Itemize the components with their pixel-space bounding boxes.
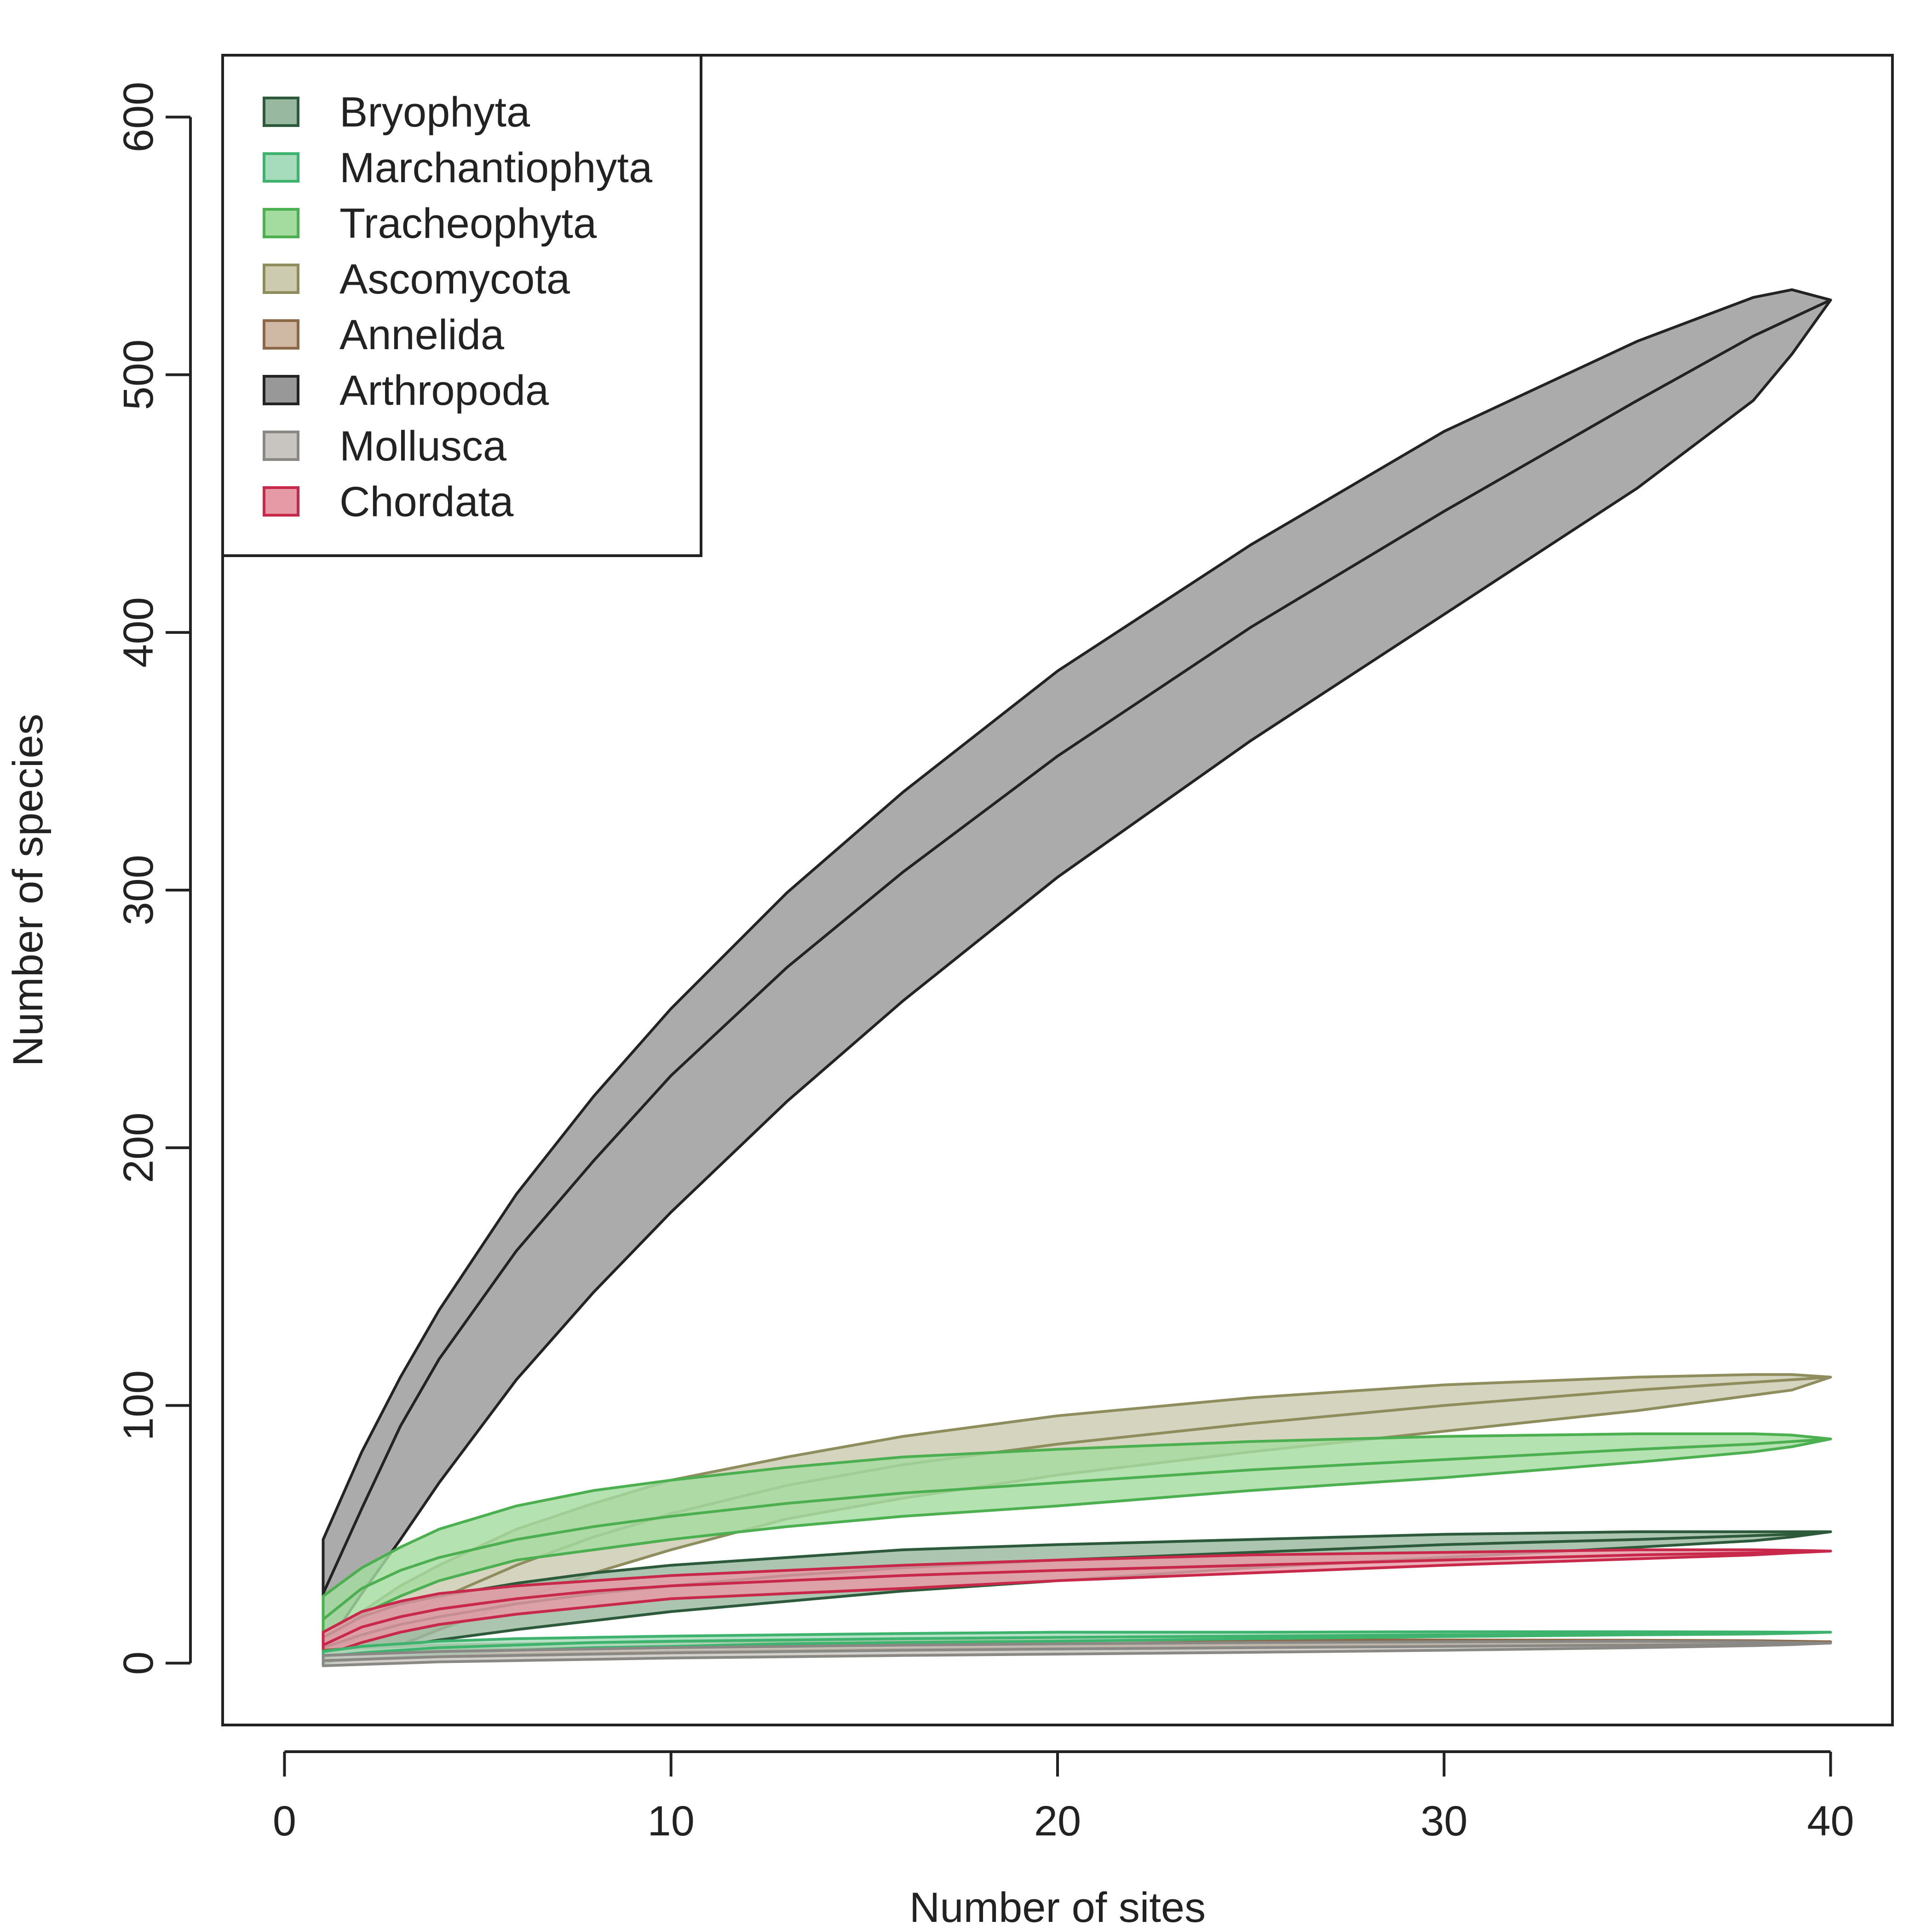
x-axis-title: Number of sites [909, 1884, 1206, 1931]
legend-label: Chordata [339, 478, 514, 525]
legend-item-arthropoda: Arthropoda [263, 367, 549, 414]
legend-item-marchantiophyta: Marchantiophyta [263, 144, 653, 191]
x-tick-label: 20 [1034, 1798, 1081, 1845]
legend-item-annelida: Annelida [263, 311, 505, 358]
series-layer [322, 288, 1832, 1668]
x-tick-label: 0 [273, 1798, 296, 1845]
legend-label: Mollusca [339, 423, 507, 470]
legend-swatch [263, 97, 299, 127]
legend-item-ascomycota: Ascomycota [263, 256, 570, 303]
plot-frame [221, 54, 1894, 1726]
x-tick-label: 10 [648, 1798, 695, 1845]
series-arthropoda [322, 288, 1832, 1652]
legend-item-mollusca: Mollusca [263, 423, 507, 470]
x-tick-label: 40 [1807, 1798, 1854, 1845]
y-axis-title: Number of species [5, 714, 52, 1067]
y-tick-label: 400 [115, 597, 162, 668]
legend-swatch [263, 264, 299, 294]
y-tick-label: 0 [115, 1651, 162, 1675]
legend-item-chordata: Chordata [263, 478, 514, 525]
legend-label: Tracheophyta [339, 200, 597, 247]
ribbon-arthropoda [322, 288, 1832, 1652]
legend-box [221, 54, 702, 557]
legend-label: Ascomycota [339, 256, 570, 303]
y-tick-label: 300 [115, 855, 162, 926]
legend-swatch [263, 431, 299, 461]
series-mollusca [322, 1639, 1832, 1668]
y-tick-label: 200 [115, 1112, 162, 1183]
legend: Bryophyta Marchantiophyta Tracheophyta Asco… [221, 54, 702, 557]
legend-swatch [263, 208, 299, 238]
legend-item-bryophyta: Bryophyta [263, 89, 530, 136]
y-tick-label: 100 [115, 1370, 162, 1441]
legend-label: Annelida [339, 311, 505, 358]
legend-swatch [263, 152, 299, 183]
legend-swatch [263, 375, 299, 405]
mean-line-chordata [322, 1549, 1831, 1647]
legend-item-tracheophyta: Tracheophyta [263, 200, 597, 247]
legend-swatch [263, 319, 299, 350]
x-axis: 0 10 20 30 40 [273, 1750, 1854, 1845]
mean-line-marchantiophyta [323, 1631, 1831, 1658]
series-chordata [322, 1548, 1832, 1657]
ribbon-tracheophyta [322, 1432, 1832, 1644]
x-tick-label: 30 [1420, 1798, 1467, 1845]
y-axis: 0 100 200 300 400 500 600 [115, 82, 192, 1675]
legend-label: Arthropoda [339, 367, 549, 414]
legend-label: Bryophyta [339, 89, 530, 136]
legend-swatch [263, 486, 299, 517]
legend-label: Marchantiophyta [339, 144, 653, 191]
series-tracheophyta [322, 1432, 1832, 1644]
y-tick-label: 500 [115, 339, 162, 410]
y-tick-label: 600 [115, 82, 162, 153]
mean-line-arthropoda [322, 299, 1831, 1594]
mean-line-tracheophyta [322, 1438, 1831, 1621]
mean-line-mollusca [323, 1641, 1831, 1662]
